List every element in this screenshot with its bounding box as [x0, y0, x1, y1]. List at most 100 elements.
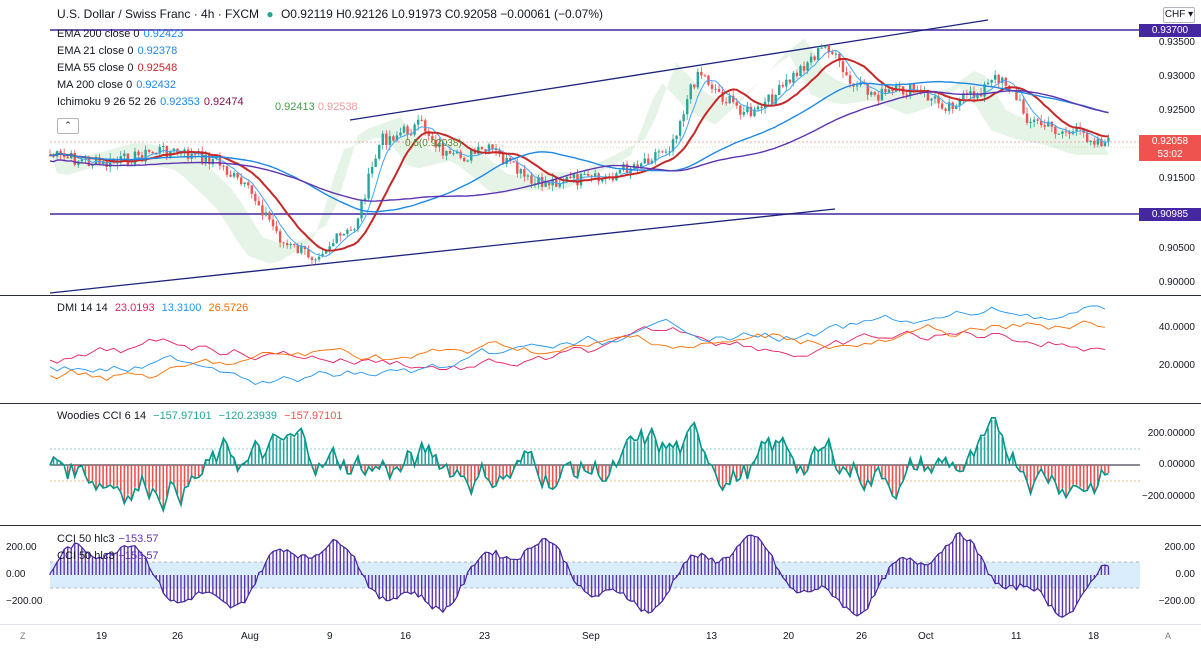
candle-body	[399, 132, 402, 136]
candle-body	[1015, 90, 1018, 101]
auto-scale-z-button[interactable]: Z	[20, 631, 26, 641]
candle-body	[866, 84, 869, 95]
candle-body	[781, 85, 784, 87]
candle-body	[1068, 132, 1071, 134]
candle-body	[324, 249, 328, 254]
candle-body	[848, 75, 852, 84]
legend-ichimoku[interactable]: Ichimoku 9 26 52 26 0.92353 0.92474	[57, 96, 244, 108]
x-label: 9	[327, 631, 333, 642]
legend-ma200[interactable]: MA 200 close 0 0.92432	[57, 79, 176, 91]
candle-body	[381, 133, 384, 146]
pane-separator	[0, 624, 1201, 625]
candle-body	[80, 159, 84, 162]
candle-body	[778, 85, 781, 95]
pane-separator[interactable]	[0, 403, 1201, 404]
cci50-pane[interactable]: CCI 50 hlc3 −153.57 CCI 50 hlc3 −153.57 20…	[0, 526, 1201, 624]
candle-body	[1107, 137, 1110, 142]
woodies-cci-pane[interactable]: Woodies CCI 6 14 −157.97101 −120.23939 −…	[0, 404, 1201, 525]
candle-body	[678, 121, 682, 136]
candle-body	[544, 181, 547, 187]
candle-body	[1061, 131, 1064, 134]
candle-body	[431, 135, 434, 140]
wcci-tick: 200.00000	[1147, 428, 1195, 439]
candle-body	[123, 153, 126, 157]
candle-body	[378, 145, 381, 159]
candle-body	[562, 181, 565, 184]
candle-body	[947, 102, 951, 111]
candle-body	[813, 56, 816, 60]
pane-separator[interactable]	[0, 295, 1201, 296]
candle-body	[73, 152, 76, 165]
price-tick: 0.93500	[1158, 37, 1195, 48]
cci50-tick: 0.00	[1175, 569, 1195, 580]
woodies-cci-legend[interactable]: Woodies CCI 6 14 −157.97101 −120.23939 −…	[57, 410, 343, 422]
candle-body	[693, 84, 696, 88]
dmi-legend[interactable]: DMI 14 14 23.0193 13.3100 26.5726	[57, 302, 249, 314]
candle-body	[647, 158, 650, 164]
auto-scale-a-button[interactable]: A	[1165, 631, 1172, 641]
candle-body	[349, 229, 353, 231]
x-label: Sep	[582, 631, 600, 642]
x-label: Aug	[241, 631, 259, 642]
legend-ema55[interactable]: EMA 55 close 0 0.92548	[57, 62, 178, 74]
candle-body	[392, 136, 395, 141]
legend-ema200[interactable]: EMA 200 close 0 0.92423	[57, 28, 184, 40]
candle-body	[229, 174, 232, 177]
candle-body	[477, 146, 480, 154]
candle-body	[703, 75, 707, 77]
candle-body	[424, 120, 427, 132]
candle-body	[285, 242, 289, 246]
candle-body	[618, 170, 622, 174]
candle-body	[809, 56, 813, 63]
candle-body	[416, 119, 420, 125]
candle-body	[664, 151, 668, 153]
candle-body	[505, 157, 508, 165]
candle-body	[877, 94, 880, 101]
candle-body	[247, 182, 250, 186]
candle-body	[983, 84, 986, 97]
candle-body	[569, 176, 572, 179]
candle-body	[204, 154, 207, 164]
candle-body	[816, 48, 820, 60]
level-upper-tag: 0.93700	[1139, 24, 1201, 37]
candle-body	[257, 201, 261, 206]
price-pane[interactable]: U.S. Dollar / Swiss Franc · 4h · FXCM ● …	[0, 0, 1201, 295]
candle-body	[841, 61, 845, 73]
candle-body	[735, 102, 738, 106]
dmi-chart	[49, 305, 1106, 386]
collapse-legend-button[interactable]: ⌃	[57, 118, 79, 134]
candle-body	[827, 45, 830, 53]
x-label: 23	[479, 631, 491, 642]
candle-body	[402, 126, 406, 133]
legend-ema21[interactable]: EMA 21 close 0 0.92378	[57, 45, 178, 57]
dmi-line	[49, 326, 1105, 371]
candle-body	[374, 158, 377, 167]
candle-body	[976, 93, 979, 99]
candle-body	[831, 52, 834, 55]
candle-body	[629, 168, 632, 174]
x-label: 18	[1088, 631, 1100, 642]
dmi-line	[49, 305, 1106, 386]
candle-body	[824, 45, 827, 48]
candle-body	[1029, 122, 1032, 124]
candle-body	[558, 183, 561, 187]
candle-body	[236, 172, 239, 178]
dmi-pane[interactable]: DMI 14 14 23.0193 13.3100 26.5726 40.000…	[0, 296, 1201, 403]
candle-body	[512, 161, 515, 163]
currency-selector[interactable]: CHF ▾	[1163, 7, 1195, 23]
candle-body	[342, 233, 346, 236]
cci50-tick: 200.00	[1164, 542, 1195, 553]
candle-body	[636, 164, 639, 169]
price-tick: 0.90000	[1158, 277, 1195, 288]
candle-body	[278, 231, 282, 243]
candle-body	[601, 178, 604, 182]
x-label: 13	[706, 631, 718, 642]
candle-body	[654, 152, 657, 161]
candle-body	[441, 142, 445, 156]
cci50-legend[interactable]: CCI 50 hlc3 −153.57 CCI 50 hlc3 −153.57	[57, 533, 159, 562]
candle-body	[346, 229, 349, 234]
candle-body	[98, 157, 101, 164]
candle-body	[250, 185, 253, 194]
pane-separator[interactable]	[0, 525, 1201, 526]
candle-body	[753, 109, 756, 117]
